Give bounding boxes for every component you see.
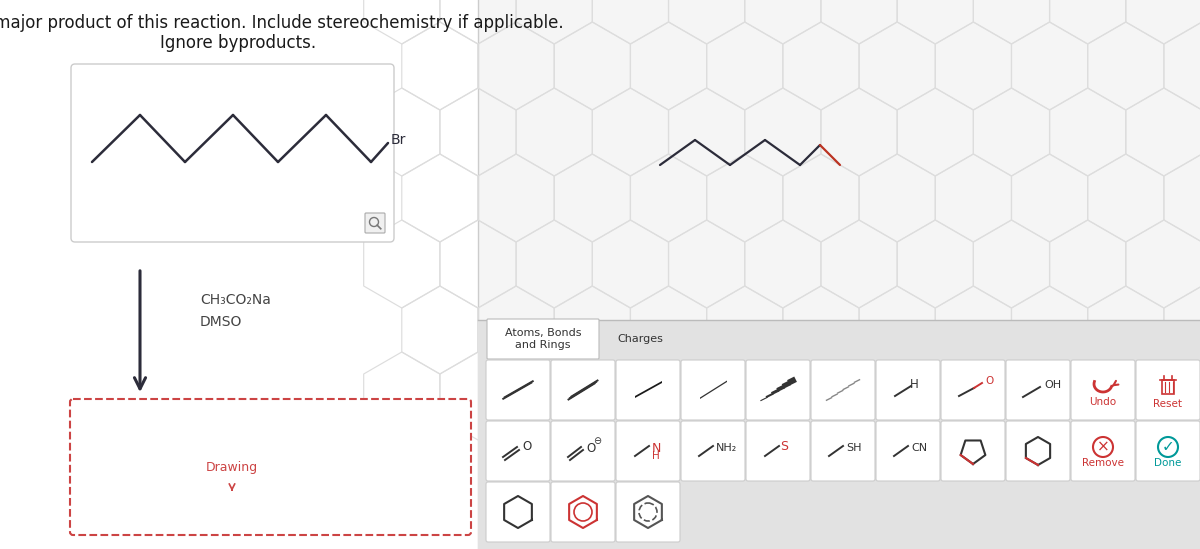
Text: O: O	[985, 376, 994, 386]
Text: S: S	[780, 440, 788, 453]
FancyBboxPatch shape	[682, 360, 745, 420]
Text: H: H	[910, 378, 918, 390]
Bar	[0, 0, 478, 549]
FancyBboxPatch shape	[1136, 421, 1200, 481]
FancyBboxPatch shape	[1006, 360, 1070, 420]
Bar	[478, 320, 1200, 549]
Text: NH₂: NH₂	[716, 443, 737, 453]
FancyBboxPatch shape	[811, 421, 875, 481]
Text: Undo: Undo	[1090, 397, 1116, 407]
FancyBboxPatch shape	[746, 360, 810, 420]
Text: N: N	[652, 441, 661, 455]
FancyBboxPatch shape	[486, 360, 550, 420]
Text: O: O	[522, 440, 532, 453]
FancyBboxPatch shape	[1006, 421, 1070, 481]
Text: H: H	[652, 451, 660, 461]
FancyBboxPatch shape	[616, 421, 680, 481]
FancyBboxPatch shape	[551, 360, 616, 420]
Bar	[478, 0, 1200, 549]
Text: ⊖: ⊖	[593, 436, 601, 446]
Text: Done: Done	[1154, 458, 1182, 468]
Polygon shape	[700, 380, 727, 399]
FancyBboxPatch shape	[1072, 421, 1135, 481]
FancyBboxPatch shape	[486, 421, 550, 481]
FancyBboxPatch shape	[811, 360, 875, 420]
Text: OH: OH	[1044, 380, 1061, 390]
Text: CN: CN	[911, 443, 928, 453]
Text: Draw the major product of this reaction. Include stereochemistry if applicable.: Draw the major product of this reaction.…	[0, 14, 563, 32]
FancyBboxPatch shape	[746, 421, 810, 481]
Text: Remove: Remove	[1082, 458, 1124, 468]
FancyBboxPatch shape	[486, 482, 550, 542]
Text: Ignore byproducts.: Ignore byproducts.	[160, 34, 316, 52]
Text: Atoms, Bonds
and Rings: Atoms, Bonds and Rings	[505, 328, 581, 350]
FancyBboxPatch shape	[941, 360, 1006, 420]
Polygon shape	[635, 381, 662, 398]
FancyBboxPatch shape	[1072, 360, 1135, 420]
FancyBboxPatch shape	[551, 482, 616, 542]
FancyBboxPatch shape	[487, 319, 599, 359]
FancyBboxPatch shape	[616, 482, 680, 542]
FancyBboxPatch shape	[365, 213, 385, 233]
Text: Drawing: Drawing	[206, 461, 258, 473]
FancyBboxPatch shape	[941, 421, 1006, 481]
Text: ✓: ✓	[1162, 440, 1175, 455]
FancyBboxPatch shape	[1136, 360, 1200, 420]
FancyBboxPatch shape	[876, 421, 940, 481]
FancyBboxPatch shape	[551, 421, 616, 481]
FancyBboxPatch shape	[70, 399, 470, 535]
Text: Charges: Charges	[618, 334, 664, 344]
Text: CH₃CO₂Na: CH₃CO₂Na	[200, 293, 271, 307]
Text: SH: SH	[846, 443, 862, 453]
FancyBboxPatch shape	[616, 360, 680, 420]
Text: Br: Br	[391, 133, 407, 147]
Text: DMSO: DMSO	[200, 315, 242, 329]
Text: O: O	[586, 441, 595, 455]
Text: Reset: Reset	[1153, 399, 1182, 409]
FancyBboxPatch shape	[876, 360, 940, 420]
Text: ×: ×	[1097, 440, 1109, 455]
Bar	[1162, 380, 1174, 394]
FancyBboxPatch shape	[682, 421, 745, 481]
FancyBboxPatch shape	[71, 64, 394, 242]
